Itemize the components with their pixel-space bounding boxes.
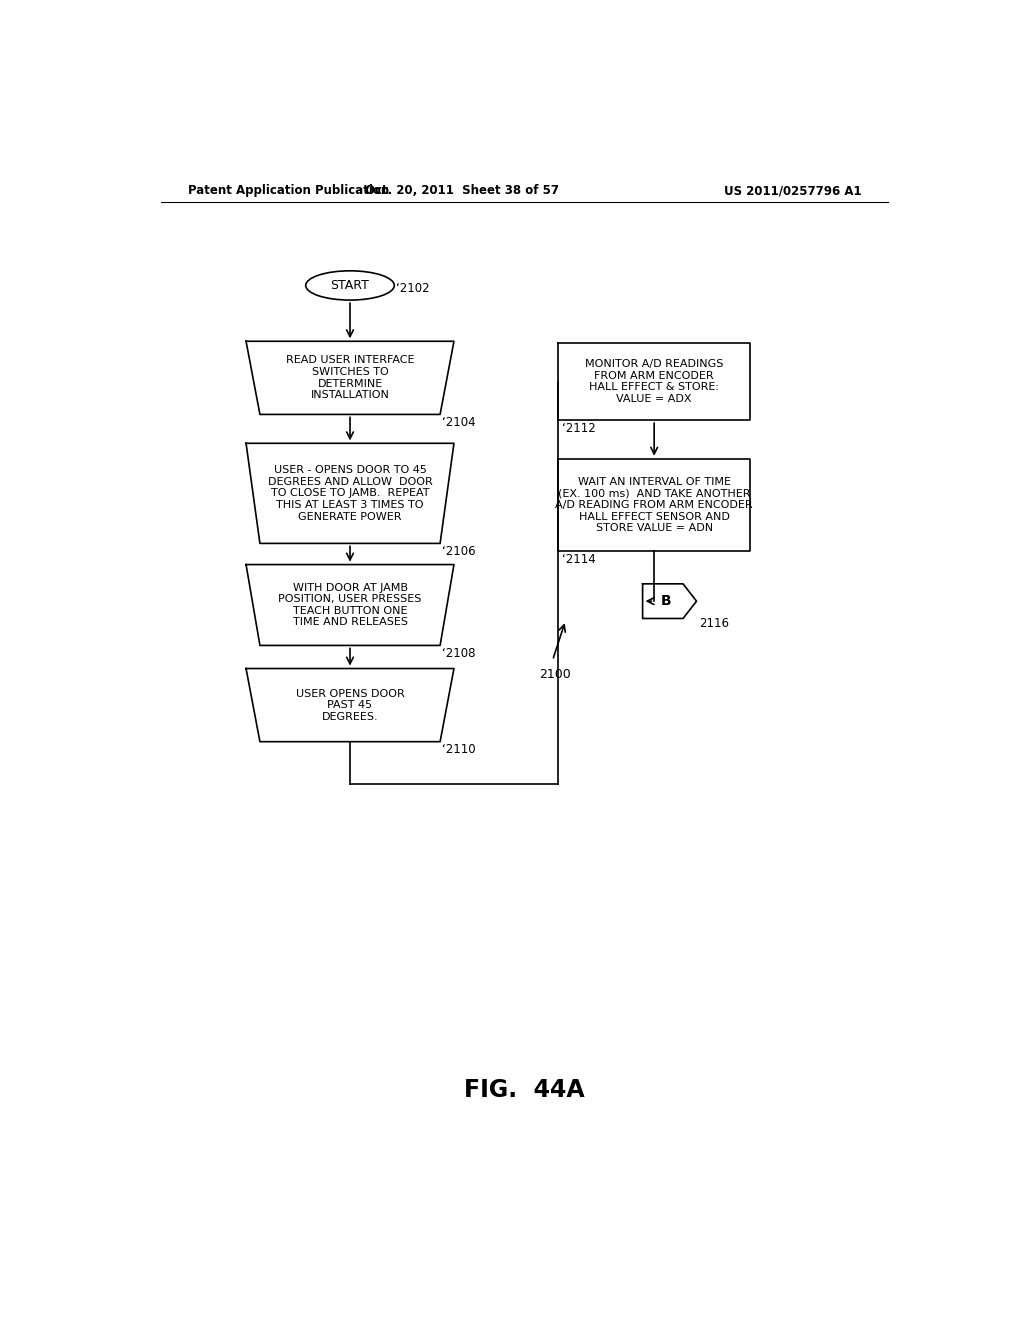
Ellipse shape: [306, 271, 394, 300]
Polygon shape: [246, 444, 454, 544]
Polygon shape: [558, 343, 751, 420]
Text: Oct. 20, 2011  Sheet 38 of 57: Oct. 20, 2011 Sheet 38 of 57: [365, 185, 559, 197]
Text: 2116: 2116: [698, 616, 729, 630]
Text: 2100: 2100: [539, 668, 570, 681]
Text: FIG.  44A: FIG. 44A: [465, 1078, 585, 1102]
Text: READ USER INTERFACE
SWITCHES TO
DETERMINE
INSTALLATION: READ USER INTERFACE SWITCHES TO DETERMIN…: [286, 355, 415, 400]
Text: ‘2114: ‘2114: [562, 553, 596, 566]
Text: START: START: [331, 279, 370, 292]
Text: WAIT AN INTERVAL OF TIME
(EX. 100 ms)  AND TAKE ANOTHER
A/D READING FROM ARM ENC: WAIT AN INTERVAL OF TIME (EX. 100 ms) AN…: [555, 477, 753, 533]
Text: MONITOR A/D READINGS
FROM ARM ENCODER
HALL EFFECT & STORE:
VALUE = ADX: MONITOR A/D READINGS FROM ARM ENCODER HA…: [585, 359, 723, 404]
Polygon shape: [643, 583, 696, 619]
Text: ‘2112: ‘2112: [562, 422, 596, 434]
Text: ‘2104: ‘2104: [442, 416, 476, 429]
Text: Patent Application Publication: Patent Application Publication: [188, 185, 389, 197]
Polygon shape: [246, 668, 454, 742]
Text: US 2011/0257796 A1: US 2011/0257796 A1: [724, 185, 862, 197]
Text: ‘2110: ‘2110: [442, 743, 476, 756]
Polygon shape: [246, 342, 454, 414]
Text: WITH DOOR AT JAMB
POSITION, USER PRESSES
TEACH BUTTON ONE
TIME AND RELEASES: WITH DOOR AT JAMB POSITION, USER PRESSES…: [279, 582, 422, 627]
Text: ‘2106: ‘2106: [442, 545, 476, 558]
Text: B: B: [660, 594, 672, 609]
Text: ‘2102: ‘2102: [396, 282, 429, 296]
Text: USER - OPENS DOOR TO 45
DEGREES AND ALLOW  DOOR
TO CLOSE TO JAMB.  REPEAT
THIS A: USER - OPENS DOOR TO 45 DEGREES AND ALLO…: [267, 465, 432, 521]
Polygon shape: [246, 565, 454, 645]
Text: ‘2108: ‘2108: [442, 647, 476, 660]
Text: USER OPENS DOOR
PAST 45
DEGREES.: USER OPENS DOOR PAST 45 DEGREES.: [296, 689, 404, 722]
Polygon shape: [558, 459, 751, 552]
